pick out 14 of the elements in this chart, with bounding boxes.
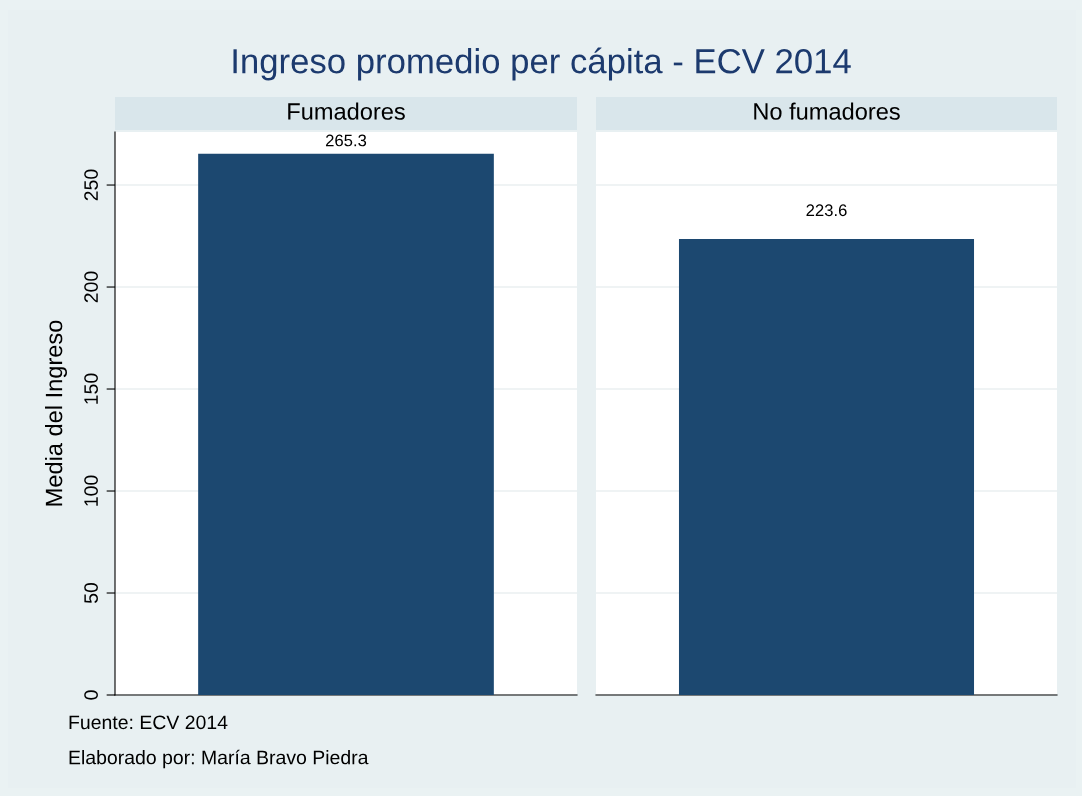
y-tick-label: 0 [84, 690, 98, 700]
data-label: 265.3 [325, 134, 367, 147]
category-label: No fumadores [754, 102, 900, 120]
y-tick-label: 200 [84, 271, 98, 303]
text: Elaborado por: María Bravo Piedra [69, 749, 369, 769]
data-label: 223.6 [806, 204, 847, 217]
x-tick-label: Fumadores [288, 102, 405, 120]
y-tick-label: 50 [84, 582, 98, 604]
y-tick-label: 250 [84, 169, 98, 201]
chart-title: Ingreso promedio per cápita - ECV 2014 [233, 47, 851, 81]
y-tick-label: 150 [84, 373, 98, 404]
y-axis-title: Media del Ingreso [45, 320, 68, 506]
y-tick-label: 100 [84, 475, 98, 506]
source-note: Fuente: ECV 2014 [69, 715, 228, 730]
